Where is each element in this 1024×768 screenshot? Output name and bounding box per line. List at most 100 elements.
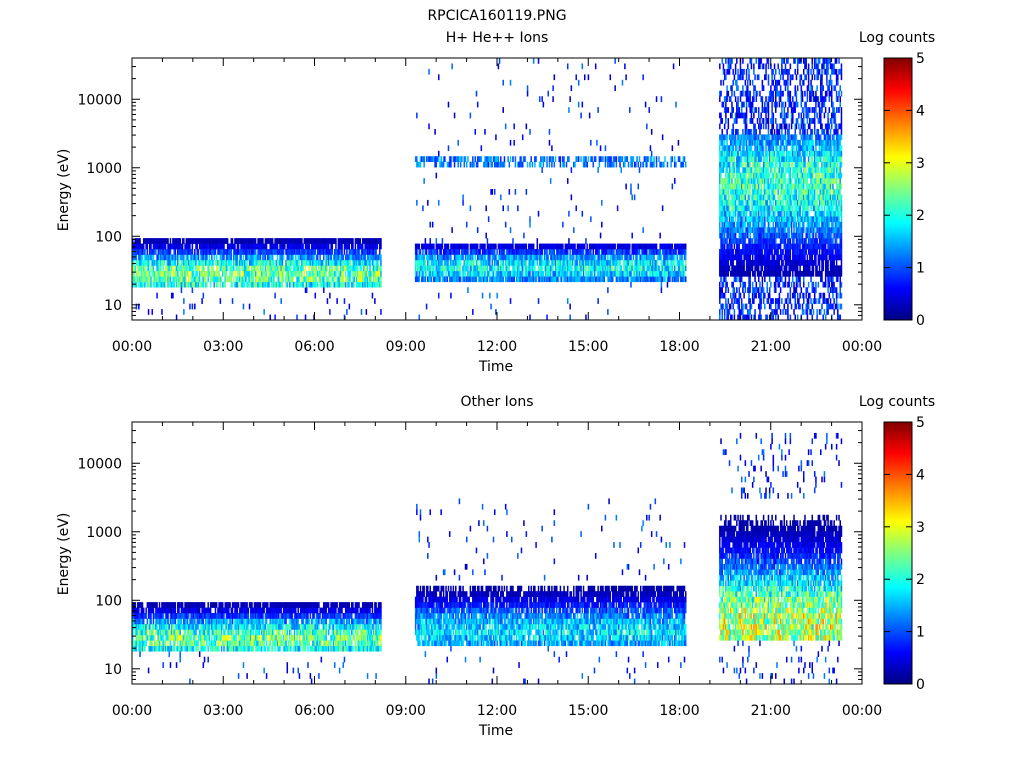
spectrogram-cell (628, 276, 630, 282)
spectrogram-cell (323, 276, 325, 282)
spectrogram-cell (277, 244, 279, 250)
spectrogram-cell (522, 162, 524, 168)
spectrogram-cell (504, 162, 506, 168)
spectrogram-cell (756, 96, 758, 102)
spectrogram-cell (629, 244, 631, 250)
spectrogram-cell (301, 271, 303, 277)
spectrogram-cell (742, 216, 744, 222)
spectrogram-cell (266, 271, 268, 277)
spectrogram-cell (766, 282, 768, 288)
spectrogram-cell (571, 194, 573, 200)
spectrogram-cell (448, 260, 450, 266)
spectrogram-cell (754, 124, 756, 130)
spectrogram-cell (768, 107, 770, 113)
spectrogram-cell (330, 255, 332, 261)
spectrogram-cell (373, 260, 375, 266)
spectrogram-cell (582, 211, 584, 217)
spectrogram-cell (748, 74, 750, 80)
spectrogram-cell (522, 271, 524, 277)
spectrogram-cell (646, 249, 648, 255)
spectrogram-cell (175, 249, 177, 255)
spectrogram-cell (541, 167, 543, 173)
spectrogram-cell (749, 298, 751, 304)
spectrogram-cell (616, 162, 618, 168)
spectrogram-cell (739, 298, 741, 304)
spectrogram-cell (726, 85, 728, 91)
spectrogram-cell (627, 156, 629, 162)
spectrogram-cell (433, 244, 435, 250)
spectrogram-cell (165, 282, 167, 288)
spectrogram-cell (183, 309, 185, 315)
spectrogram-cell (567, 255, 569, 261)
spectrogram-cell (743, 69, 745, 75)
spectrogram-cell (590, 249, 592, 255)
spectrogram-cell (436, 238, 438, 244)
spectrogram-cell (428, 124, 430, 130)
spectrogram-cell (586, 244, 588, 250)
spectrogram-cell (317, 255, 319, 261)
spectrogram-cell (301, 238, 303, 244)
spectrogram-cell (283, 271, 285, 277)
spectrogram-cell (726, 140, 728, 146)
spectrogram-cell (575, 74, 577, 80)
spectrogram-cell (762, 282, 764, 288)
spectrogram-cell (502, 205, 504, 211)
spectrogram-cell (498, 63, 500, 69)
spectrogram-cell (194, 249, 196, 255)
spectrogram-cell (464, 162, 466, 168)
spectrogram-cell (538, 58, 540, 64)
spectrogram-cell (726, 238, 728, 244)
spectrogram-cell (218, 271, 220, 277)
spectrogram-cell (444, 156, 446, 162)
spectrogram-cell (420, 162, 422, 168)
spectrogram-cell (562, 244, 564, 250)
spectrogram-cell (367, 265, 369, 271)
spectrogram-cell (656, 162, 658, 168)
spectrogram-cell (685, 249, 687, 255)
spectrogram-cell (325, 271, 327, 277)
spectrogram-cell (730, 162, 732, 168)
spectrogram-cell (758, 276, 760, 282)
spectrogram-cell (768, 102, 770, 108)
spectrogram-cell (763, 287, 765, 293)
spectrogram-cell (290, 282, 292, 288)
spectrogram-cell (737, 96, 739, 102)
spectrogram-cell (672, 145, 674, 151)
spectrogram-cell (167, 238, 169, 244)
spectrogram-cell (295, 255, 297, 261)
spectrogram-cell (746, 118, 748, 124)
spectrogram-cell (625, 74, 627, 80)
spectrogram-cell (742, 129, 744, 135)
spectrogram-cell (283, 249, 285, 255)
spectrogram-cell (358, 249, 360, 255)
spectrogram-cell (499, 58, 501, 64)
spectrogram-cell (518, 265, 520, 271)
spectrogram-cell (749, 255, 751, 261)
spectrogram-cell (143, 244, 145, 250)
spectrogram-cell (149, 271, 151, 277)
spectrogram-cell (748, 200, 750, 206)
spectrogram-cell (315, 249, 317, 255)
spectrogram-cell (160, 265, 162, 271)
spectrogram-cell (489, 271, 491, 277)
spectrogram-cell (749, 222, 751, 228)
spectrogram-cell (734, 91, 736, 97)
spectrogram-cell (724, 315, 726, 321)
spectrogram-cell (380, 238, 382, 244)
spectrogram-cell (334, 276, 336, 282)
spectrogram-cell (245, 276, 247, 282)
spectrogram-cell (749, 276, 751, 282)
spectrogram-cell (735, 134, 737, 140)
spectrogram-cell (731, 58, 733, 64)
spectrogram-cell (484, 255, 486, 261)
spectrogram-cell (527, 91, 529, 97)
spectrogram-cell (550, 271, 552, 277)
spectrogram-cell (436, 162, 438, 168)
spectrogram-cell (766, 287, 768, 293)
spectrogram-cell (737, 129, 739, 135)
spectrogram-cell (725, 102, 727, 108)
spectrogram-cell (207, 276, 209, 282)
spectrogram-cell (280, 298, 282, 304)
panel-title: H+ He++ Ions (446, 30, 549, 46)
spectrogram-cell (771, 249, 773, 255)
